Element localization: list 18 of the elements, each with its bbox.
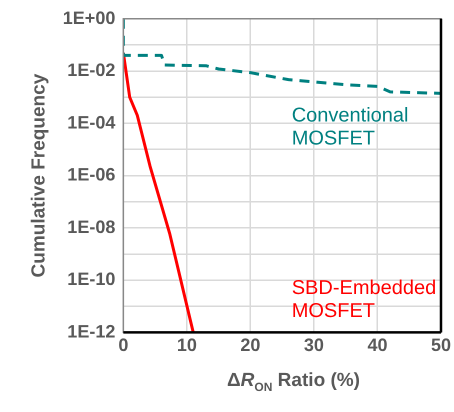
x-tick-label: 10	[176, 335, 197, 356]
y-tick-label: 1E+00	[62, 8, 116, 28]
y-tick-label: 1E-12	[67, 321, 116, 342]
line-series	[123, 18, 441, 95]
y-tick-label: 1E-10	[67, 269, 116, 290]
x-tick-label: 0	[118, 335, 128, 356]
x-tick-label: 40	[367, 335, 388, 356]
y-tick-label: 1E-06	[67, 164, 116, 185]
series-label: Conventional MOSFET	[292, 104, 408, 150]
x-axis-title: ΔR$_{ON}$ Ratio (%)	[226, 370, 361, 394]
y-axis-title: Cumulative Frequency	[28, 73, 50, 278]
text: SBD-Embedded MOSFET	[292, 277, 436, 322]
y-tick-label: 1E-08	[67, 216, 116, 237]
y-tick-label: 1E-04	[67, 112, 116, 132]
x-tick-label: 20	[240, 335, 260, 356]
x-tick-label: 30	[304, 335, 324, 356]
x-tick-label: 50	[430, 335, 452, 356]
y-tick-label: 1E-02	[67, 60, 116, 80]
